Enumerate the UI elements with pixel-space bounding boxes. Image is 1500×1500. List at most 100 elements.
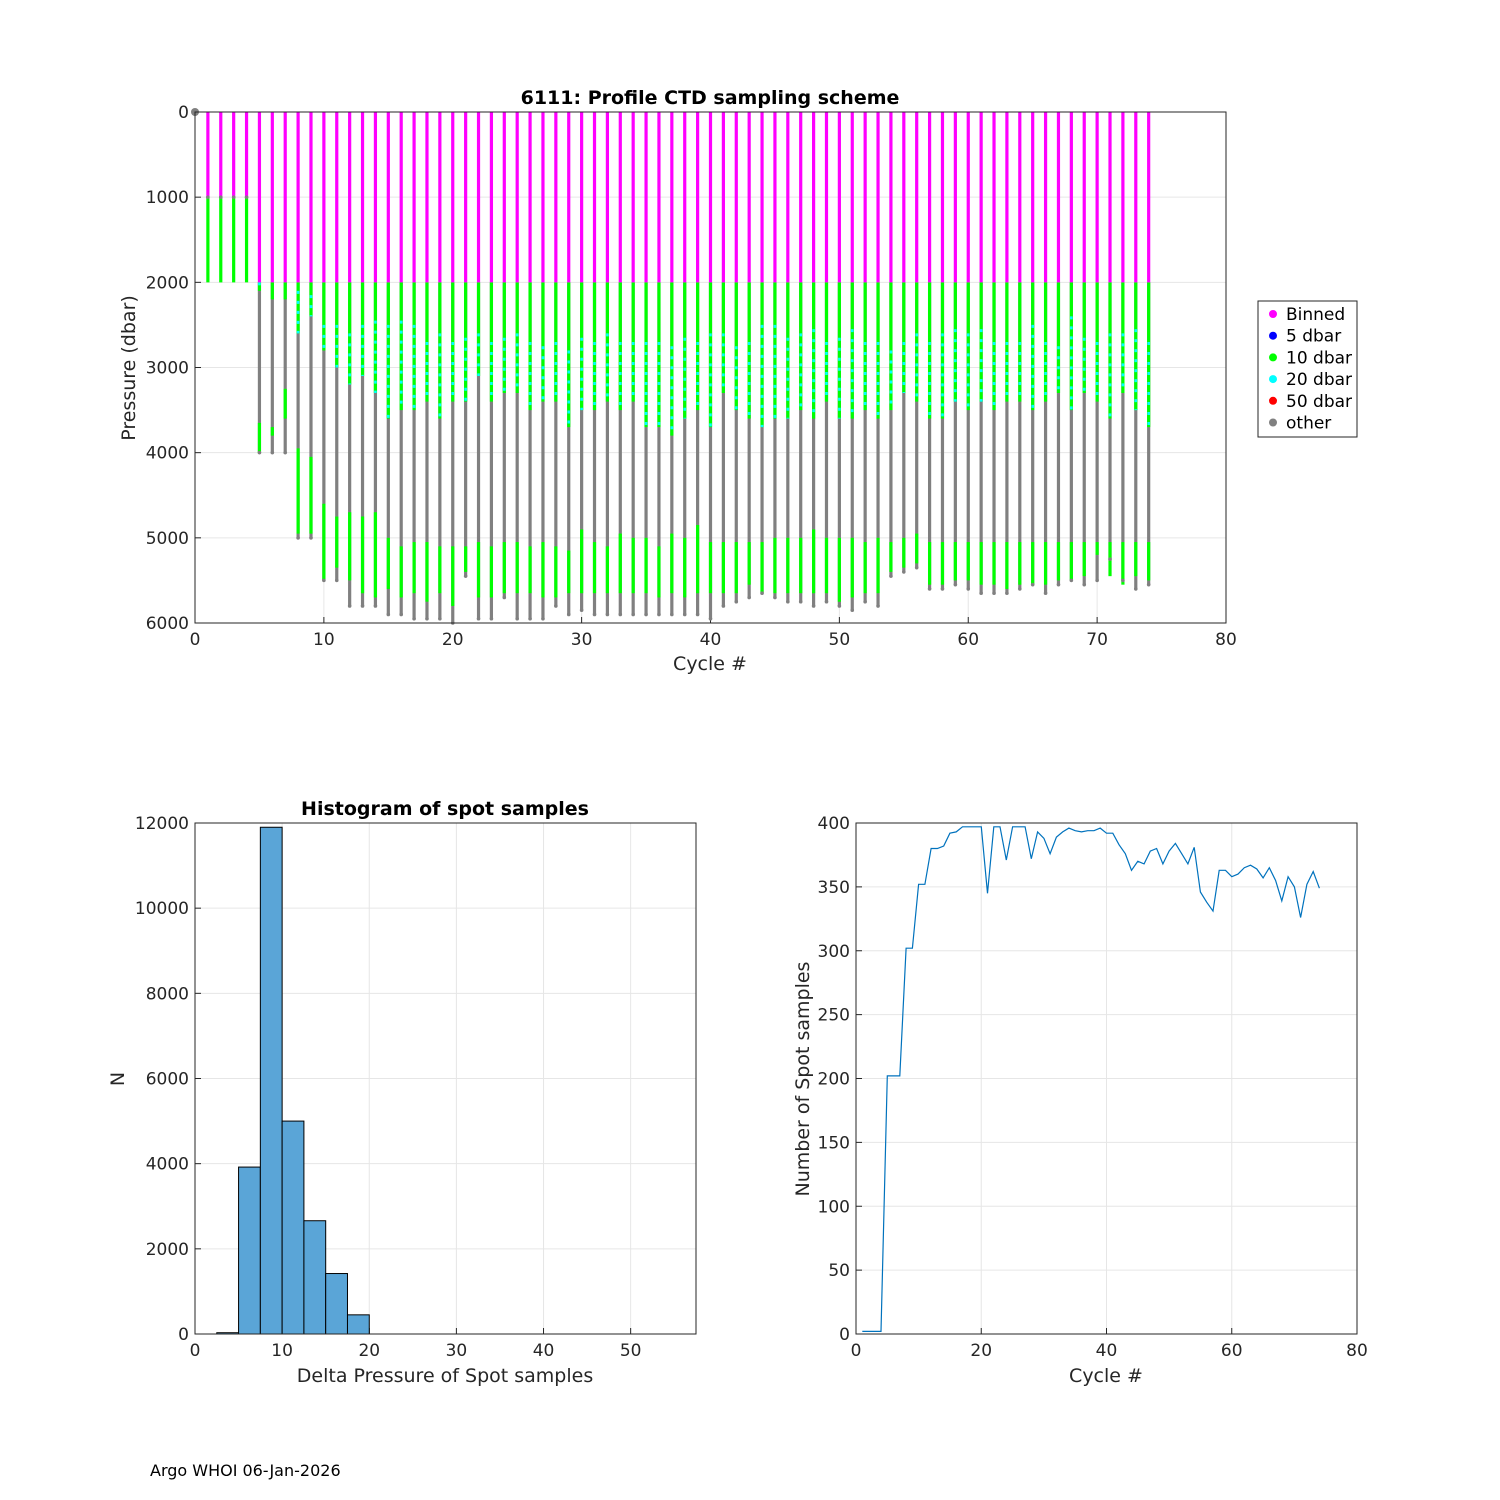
y-tick-label: 6000 [146,614,189,634]
y-tick-label: 0 [178,103,189,123]
x-tick-label: 50 [620,1341,642,1361]
profile-bottom-marker [322,578,326,583]
profile-bottom-marker [786,599,790,604]
x-tick-label: 80 [1346,1341,1368,1361]
profile-bottom-marker [631,612,635,617]
histogram-bar [238,1166,261,1335]
profile-bottom-marker [914,565,919,570]
profile-bottom-marker [1146,582,1151,587]
x-tick-label: 40 [1096,1341,1118,1361]
y-tick-label: 8000 [146,984,189,1004]
histogram-bar [346,1314,370,1335]
profile-bottom-marker [682,612,687,617]
sampling-axes-box [194,111,1227,624]
profile-bottom-marker [1069,578,1074,583]
profile-bottom-marker [657,612,661,617]
legend-marker-5 [1269,418,1277,427]
profile-bottom-marker [773,595,777,600]
spot-count-line [862,826,1320,1333]
profile-bottom-marker [257,450,262,455]
y-tick-label: 50 [828,1261,850,1281]
y-tick-label: 2000 [146,273,189,293]
x-tick-label: 30 [571,630,593,650]
spot-count-axes-box [855,822,1358,1335]
profile-bottom-marker [296,536,300,540]
profile-bottom-marker [373,604,378,608]
y-tick-label: 200 [818,1070,850,1090]
profile-bottom-marker [940,587,945,591]
profile-bottom-marker [734,599,739,604]
y-tick-label: 12000 [135,814,189,834]
y-tick-label: 0 [178,1325,189,1345]
y-tick-label: 3000 [146,359,189,379]
profile-bottom-marker [399,612,404,617]
profile-bottom-marker [618,612,623,617]
legend-label: 5 dbar [1286,327,1341,347]
profile-bottom-marker [283,450,288,455]
x-tick-label: 20 [970,1341,992,1361]
profile-bottom-marker [463,574,468,578]
profile-bottom-marker [476,616,481,621]
profile-bottom-marker [1043,591,1048,595]
footer-credit: Argo WHOI 06-Jan-2026 [150,1461,341,1480]
histogram-bar [281,1120,305,1335]
x-tick-label: 40 [700,630,722,650]
sampling-ylabel: Pressure (dbar) [118,295,140,441]
profile-bottom-marker [992,591,996,595]
x-tick-label: 50 [829,630,851,650]
profile-bottom-marker [412,616,416,621]
histogram-bar [303,1220,327,1335]
y-tick-label: 4000 [146,444,189,464]
sampling-scheme-axes: 0 10 20 30 40 50 60 70 80 0 1000 2000 3000 4000 5000 60… [118,87,1358,675]
y-tick-label: 4000 [146,1155,189,1175]
profile-bottom-marker [438,616,442,621]
profile-bottom-marker [592,612,597,617]
profile-bottom-marker [386,612,391,617]
sampling-title: 6111: Profile CTD sampling scheme [521,87,900,109]
x-tick-label: 10 [271,1341,293,1361]
profile-bottom-marker [966,587,971,591]
spot-count-data [862,826,1320,1333]
profile-bottom-marker [644,612,648,617]
profile-bottom-marker [798,599,803,604]
profile-bottom-marker [218,195,223,199]
histogram-axes-box [194,822,697,1335]
profile-bottom-marker [1005,591,1009,595]
legend-label: 10 dbar [1286,348,1352,368]
profile-bottom-marker [347,604,352,608]
profile-bottom-marker [1056,582,1061,587]
profile-bottom-marker [695,612,700,617]
y-tick-label: 6000 [146,1070,189,1090]
x-tick-label: 30 [446,1341,468,1361]
legend-marker-4 [1269,396,1277,405]
y-tick-label: 150 [818,1133,850,1153]
profile-bottom-marker [231,195,236,199]
histogram-bar [325,1273,348,1335]
profile-bottom-marker [1030,582,1035,587]
legend-marker-2 [1269,353,1277,362]
sampling-xlabel: Cycle # [673,653,747,675]
profile-bottom-marker [760,591,764,595]
x-tick-label: 0 [190,1341,201,1361]
profile-bottom-marker [309,536,313,540]
x-tick-label: 70 [1086,630,1108,650]
y-tick-label: 5000 [146,529,189,549]
profile-bottom-marker [721,604,726,608]
x-tick-label: 60 [957,630,979,650]
profile-bottom-marker [979,591,983,595]
legend-label: 20 dbar [1286,370,1352,390]
x-tick-label: 40 [533,1341,555,1361]
spot-count-axes: 0 20 40 60 80 0 50 100 150 200 250 300 350 400 Cycle … [792,814,1368,1387]
sampling-tick-labels: 0 10 20 30 40 50 60 70 80 0 1000 2000 3000 4000 5000 60… [146,103,1237,650]
y-tick-label: 0 [839,1325,850,1345]
legend-marker-1 [1269,331,1277,340]
profile-bottom-marker [1121,578,1125,583]
x-tick-label: 60 [1221,1341,1243,1361]
legend-box [1257,300,1358,438]
y-tick-label: 100 [818,1197,850,1217]
histogram-tick-labels: 0 10 20 30 40 50 0 2000 4000 6000 8000 10000 12000 [135,814,642,1361]
profile-bottom-marker [605,612,610,617]
y-tick-label: 250 [818,1006,850,1026]
profile-bottom-marker [850,608,855,613]
